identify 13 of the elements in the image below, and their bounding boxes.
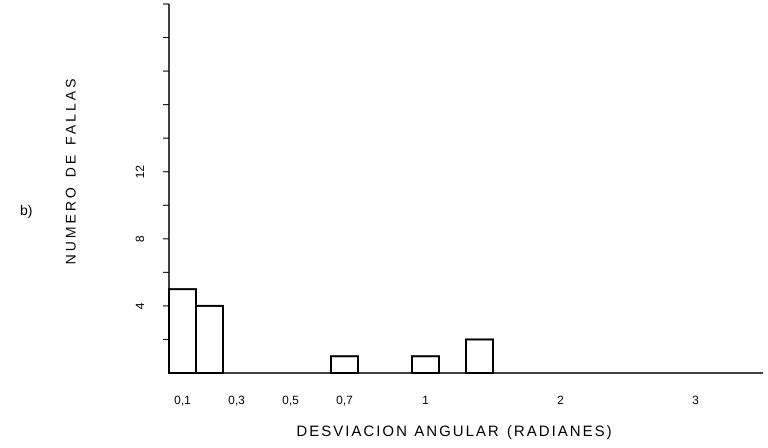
x-axis-title: DESVIACION ANGULAR (RADIANES)	[296, 423, 614, 440]
y-axis-title: NUMERO DE FALLAS	[62, 76, 79, 264]
x-tick-label: 0,3	[228, 393, 246, 407]
y-tick-label: 12	[133, 164, 148, 178]
y-tick-label: 8	[133, 235, 148, 242]
x-tick-label: 0,5	[282, 393, 300, 407]
x-tick-label: 0,1	[174, 393, 192, 407]
y-tick-label: 4	[133, 302, 148, 310]
x-tick-label: 1	[422, 393, 430, 407]
x-tick-label: 3	[692, 393, 700, 407]
x-tick-label: 2	[557, 393, 564, 407]
x-tick-label: 0,7	[336, 393, 354, 407]
text: b)	[20, 202, 32, 218]
